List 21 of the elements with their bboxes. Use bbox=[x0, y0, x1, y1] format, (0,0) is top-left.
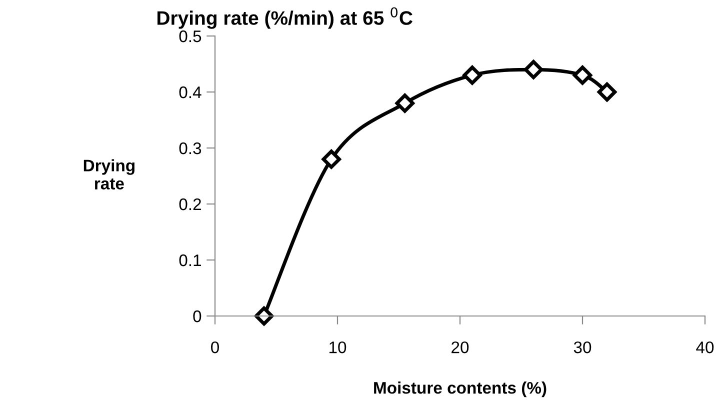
point bbox=[322, 150, 341, 169]
chart-title: Drying rate (%/min) at 65 $^{0}$C bbox=[158, 7, 412, 29]
x-axis-title: Moisture contents (%) bbox=[374, 382, 546, 398]
point bbox=[254, 306, 274, 326]
y-tick-label: 0 bbox=[193, 310, 202, 322]
y-tick-label: 0.1 bbox=[179, 254, 201, 266]
point bbox=[572, 66, 592, 85]
x-tick-label: 40 bbox=[696, 341, 714, 354]
y-tick-label: 0.2 bbox=[179, 198, 201, 210]
point bbox=[524, 60, 544, 80]
y-tick-label: 0.3 bbox=[179, 142, 202, 154]
y-axis-title: Drying rate bbox=[84, 159, 134, 190]
x-tick-label: 30 bbox=[574, 341, 592, 354]
x-tick-label: 20 bbox=[452, 341, 469, 354]
point bbox=[597, 82, 617, 102]
x-tick-label: 10 bbox=[330, 341, 346, 354]
point bbox=[395, 94, 414, 113]
point bbox=[462, 66, 482, 85]
x-tick-label: 0 bbox=[211, 341, 219, 354]
y-tick-label: 0.4 bbox=[179, 86, 202, 98]
y-tick-label: 0.5 bbox=[179, 30, 202, 42]
